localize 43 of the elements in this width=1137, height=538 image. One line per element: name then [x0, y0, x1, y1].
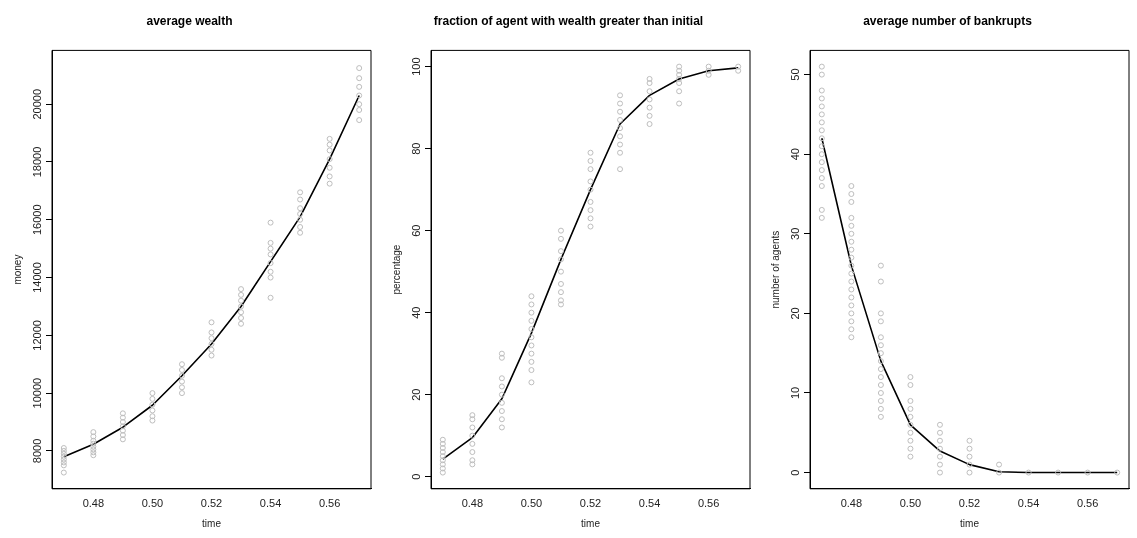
x-tick-label: 0.48: [461, 497, 484, 510]
y-tick-label: 10000: [30, 377, 43, 409]
y-tick-label: 80: [409, 142, 422, 155]
y-tick-label: 16000: [30, 204, 43, 236]
x-tick-label: 0.54: [259, 497, 282, 510]
y-axis-title: number of agents: [769, 230, 781, 309]
x-tick-label: 0.48: [82, 497, 105, 510]
x-tick-label: 0.52: [579, 497, 602, 510]
x-tick-label: 0.50: [520, 497, 543, 510]
y-tick-label: 10: [788, 386, 801, 400]
y-axis-title: money: [11, 254, 23, 285]
y-tick-label: 60: [409, 224, 422, 237]
x-tick-label: 0.48: [840, 497, 863, 510]
y-tick-label: 20: [409, 388, 422, 401]
x-tick-label: 0.52: [200, 497, 223, 510]
y-tick-label: 0: [788, 469, 801, 476]
x-axis-title: time: [581, 517, 601, 529]
y-tick-label: 40: [409, 306, 422, 319]
y-tick-label: 12000: [30, 320, 43, 351]
x-tick-label: 0.52: [958, 497, 981, 510]
y-tick-label: 30: [788, 227, 801, 240]
y-axis-title: percentage: [390, 244, 402, 295]
x-axis-title: time: [960, 517, 980, 529]
y-tick-label: 0: [409, 473, 422, 480]
x-axis-title: time: [202, 517, 222, 529]
y-tick-label: 100: [409, 57, 422, 76]
y-tick-label: 50: [788, 68, 801, 81]
x-tick-label: 0.50: [141, 497, 164, 510]
y-tick-label: 20000: [30, 88, 43, 120]
x-tick-label: 0.50: [899, 497, 922, 510]
y-tick-label: 14000: [30, 262, 43, 293]
y-tick-label: 20: [788, 307, 801, 320]
y-tick-label: 8000: [30, 438, 43, 464]
x-tick-label: 0.56: [1076, 497, 1099, 510]
chart-title: fraction of agent with wealth greater than initial: [433, 13, 704, 28]
x-tick-label: 0.56: [318, 497, 341, 510]
x-tick-label: 0.54: [1017, 497, 1040, 510]
chart-title: average number of bankrupts: [863, 13, 1033, 28]
x-tick-label: 0.56: [697, 497, 720, 510]
y-tick-label: 40: [788, 148, 801, 161]
x-tick-label: 0.54: [638, 497, 661, 510]
chart-title: average wealth: [146, 13, 233, 28]
y-tick-label: 18000: [30, 146, 43, 178]
